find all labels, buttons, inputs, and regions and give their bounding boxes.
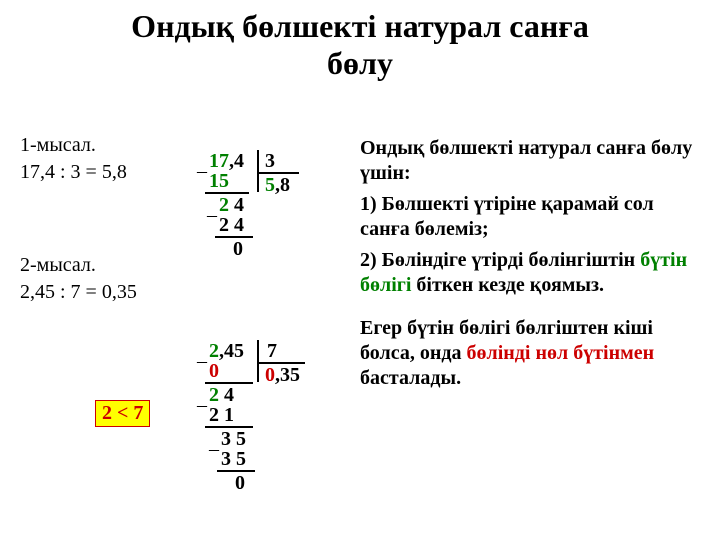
div1-minus-2: – xyxy=(207,204,217,227)
div2-dividend-int: 2 xyxy=(209,340,219,362)
div2-box-vline xyxy=(257,340,259,382)
rule-step-2-c: біткен кезде қоямыз. xyxy=(411,274,604,296)
rule-note-c: басталады. xyxy=(360,367,461,389)
div1-quotient: 5,8 xyxy=(265,174,290,197)
div1-divisor: 3 xyxy=(265,150,275,173)
rule-intro: Ондық бөлшекті натурал санға бөлу үшін: xyxy=(360,136,704,186)
div1-remainder: 0 xyxy=(233,238,243,261)
div2-minus-3: – xyxy=(209,438,219,461)
div2-minus-2: – xyxy=(197,394,207,417)
rule-step-2: 2) Бөліндіге үтірді бөлінгіштін бүтін бө… xyxy=(360,248,704,298)
rule-note-b: бөлінді нөл бүтінмен xyxy=(466,342,654,364)
long-division-2: 2,45 7 0,35 – 0 2 4 – 2 1 3 5 – 3 5 0 xyxy=(195,340,365,530)
div2-sub2: 2 1 xyxy=(209,404,234,427)
div2-sub3: 3 5 xyxy=(221,448,246,471)
div2-rem1-a: 2 xyxy=(209,384,219,406)
div1-minus-1: – xyxy=(197,160,207,183)
div2-divisor: 7 xyxy=(267,340,277,363)
div2-quotient-int: 0 xyxy=(265,364,275,386)
div2-remainder: 0 xyxy=(235,472,245,495)
right-column: Ондық бөлшекті натурал санға бөлу үшін: … xyxy=(360,130,704,397)
div2-quotient-frac: ,35 xyxy=(275,364,300,386)
div1-dividend-int: 17 xyxy=(209,150,229,172)
div1-sub1: 15 xyxy=(209,170,229,193)
title-line-1: Ондық бөлшекті натурал санға xyxy=(131,8,589,44)
div1-rem1-b: 4 xyxy=(229,194,244,216)
rule-step-2-a: 2) Бөліндіге үтірді бөлінгіштін xyxy=(360,249,640,271)
div1-box-vline xyxy=(257,150,259,192)
div1-quotient-frac: ,8 xyxy=(275,174,290,196)
rule-note: Егер бүтін бөлігі бөлгіштен кіші болса, … xyxy=(360,316,704,391)
long-division-1: 17,4 3 5,8 – 15 2 4 – 2 4 0 xyxy=(195,150,355,290)
div2-dividend-frac: ,45 xyxy=(219,340,244,362)
slide-title: Ондық бөлшекті натурал санға бөлу xyxy=(0,8,720,82)
div1-rem1-a: 2 xyxy=(219,194,229,216)
rule-step-1: 1) Бөлшекті үтіріне қарамай сол санға бө… xyxy=(360,192,704,242)
div2-rem1-b: 4 xyxy=(219,384,234,406)
div2-minus-1: – xyxy=(197,350,207,373)
note-less-than-text: 2 < 7 xyxy=(102,402,143,424)
div2-sub1: 0 xyxy=(209,360,219,383)
div1-quotient-int: 5 xyxy=(265,174,275,196)
title-line-2: бөлу xyxy=(327,45,393,81)
note-less-than: 2 < 7 xyxy=(95,400,150,427)
div2-quotient: 0,35 xyxy=(265,364,300,387)
div1-dividend-frac: ,4 xyxy=(229,150,244,172)
div1-sub2: 2 4 xyxy=(219,214,244,237)
